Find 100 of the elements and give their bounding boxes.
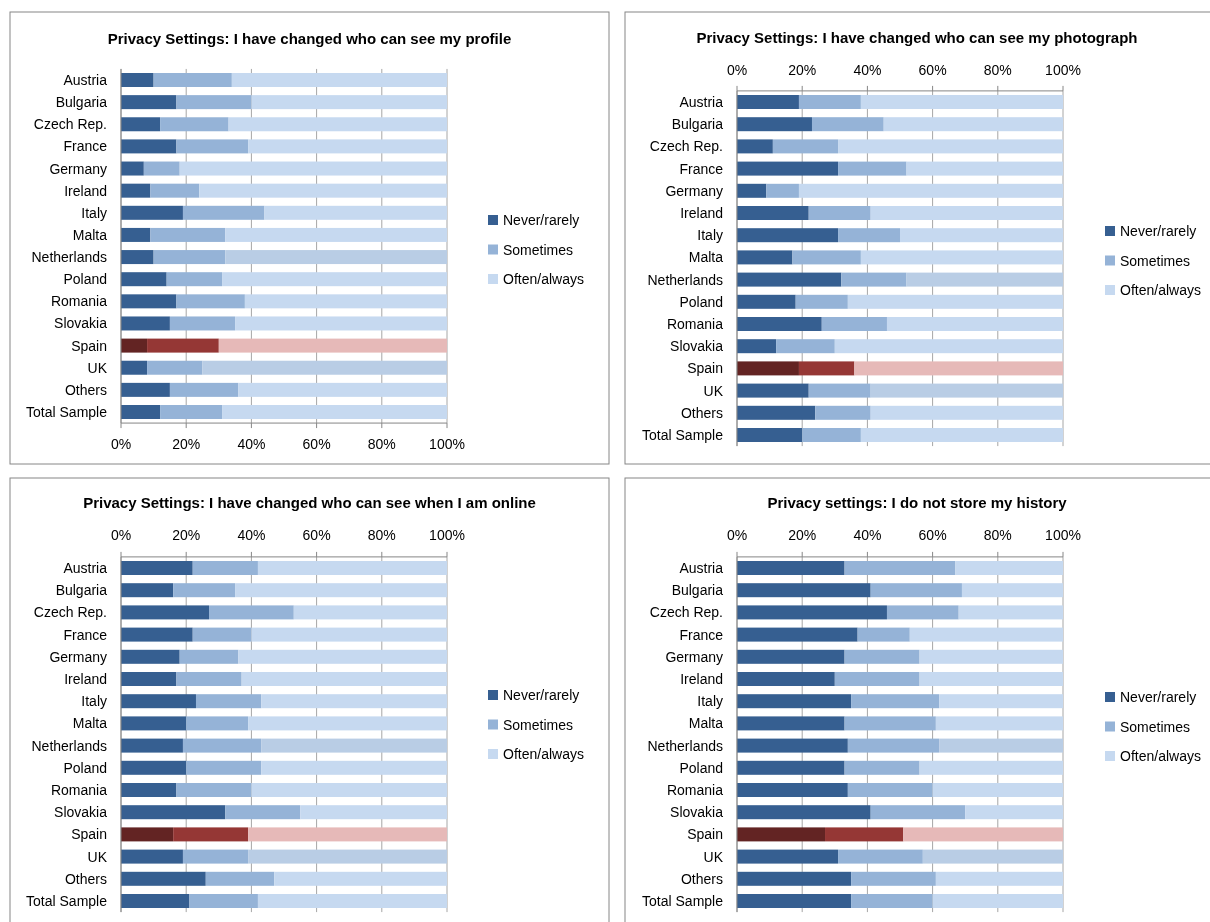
y-tick-label: Bulgaria xyxy=(55,94,108,111)
y-tick-label: Malta xyxy=(72,715,108,732)
bar xyxy=(844,716,936,731)
y-tick-label: France xyxy=(679,626,724,643)
bar xyxy=(147,360,203,375)
bar xyxy=(121,183,151,198)
bar xyxy=(153,73,232,87)
bar xyxy=(737,827,826,842)
y-tick-label: Slovakia xyxy=(54,315,108,332)
bar xyxy=(186,760,262,775)
bar xyxy=(870,805,966,820)
y-tick-label: Austria xyxy=(679,560,724,576)
bar xyxy=(261,760,447,775)
bar xyxy=(737,361,799,376)
bar xyxy=(737,317,822,331)
bar xyxy=(737,783,848,797)
y-tick-label: Ireland xyxy=(680,671,723,687)
bar xyxy=(153,250,226,265)
bar xyxy=(248,849,447,864)
y-tick-label: Czech Rep. xyxy=(33,116,107,133)
bar xyxy=(192,561,258,575)
bar xyxy=(150,183,200,198)
bar xyxy=(737,849,839,864)
bar xyxy=(939,738,1063,753)
y-tick-label: Total Sample xyxy=(642,893,724,909)
y-tick-label: Slovakia xyxy=(54,804,108,821)
bar xyxy=(225,805,301,820)
y-tick-label: Spain xyxy=(71,826,107,843)
bar xyxy=(737,805,871,820)
y-tick-label: Spain xyxy=(687,826,723,843)
bar xyxy=(238,382,447,397)
bar xyxy=(228,117,447,132)
bar xyxy=(235,316,447,331)
bar xyxy=(737,561,845,575)
bar xyxy=(121,139,177,154)
bar xyxy=(906,161,1063,176)
bar xyxy=(847,783,933,797)
bar xyxy=(235,583,447,598)
bar xyxy=(205,871,275,886)
bar xyxy=(121,871,206,886)
bar xyxy=(121,227,151,242)
x-tick-label: 0% xyxy=(726,62,748,78)
y-tick-label: Malta xyxy=(688,249,724,266)
y-tick-label: Netherlands xyxy=(31,249,107,266)
y-tick-label: Ireland xyxy=(64,182,107,199)
bar xyxy=(844,561,956,575)
y-tick-label: Slovakia xyxy=(670,804,724,821)
bar xyxy=(737,428,803,442)
bar xyxy=(965,805,1063,820)
bar xyxy=(798,95,861,109)
y-tick-label: Austria xyxy=(679,94,724,110)
bar xyxy=(244,294,447,309)
y-tick-label: Netherlands xyxy=(647,737,723,754)
bar xyxy=(121,250,154,265)
bar xyxy=(241,672,447,686)
y-tick-label: Bulgaria xyxy=(671,582,724,599)
bar xyxy=(121,382,170,397)
bar xyxy=(179,161,447,176)
y-tick-label: Romania xyxy=(50,782,108,798)
bar xyxy=(222,272,447,287)
y-tick-label: Bulgaria xyxy=(55,582,108,599)
bar xyxy=(737,760,845,775)
x-tick-label: 60% xyxy=(302,527,331,543)
bar xyxy=(737,117,812,132)
x-tick-label: 100% xyxy=(1045,527,1081,543)
bar xyxy=(886,317,1063,331)
bar xyxy=(121,316,170,331)
bar xyxy=(121,161,144,176)
bar xyxy=(225,227,447,242)
bar xyxy=(121,95,177,110)
bar xyxy=(870,383,1063,398)
bar xyxy=(121,405,161,419)
chart-title: Privacy Settings: I have changed who can see my photograph xyxy=(696,28,1138,46)
bar xyxy=(121,849,183,864)
bar xyxy=(737,583,871,598)
x-tick-label: 0% xyxy=(110,436,132,452)
y-tick-label: Ireland xyxy=(64,671,107,687)
x-tick-label: 20% xyxy=(788,527,817,543)
bar xyxy=(958,605,1063,620)
x-tick-label: 80% xyxy=(367,527,396,543)
legend-label: Never/rarely xyxy=(1120,223,1197,239)
x-tick-label: 80% xyxy=(367,436,396,452)
bar xyxy=(798,183,1063,198)
bar xyxy=(955,561,1063,575)
bar xyxy=(169,316,236,331)
bar xyxy=(121,561,193,575)
legend-label: Never/rarely xyxy=(503,687,580,703)
bar xyxy=(792,250,861,265)
bar xyxy=(919,672,1063,686)
bar xyxy=(251,783,447,797)
bar xyxy=(870,405,1063,420)
legend-label: Sometimes xyxy=(503,241,574,258)
bar xyxy=(737,894,852,908)
bar xyxy=(834,339,1063,354)
bar xyxy=(737,161,839,176)
bar xyxy=(834,672,920,686)
bar xyxy=(202,360,447,375)
bar xyxy=(248,716,447,731)
bar xyxy=(147,338,219,353)
y-tick-label: Czech Rep. xyxy=(33,604,107,621)
